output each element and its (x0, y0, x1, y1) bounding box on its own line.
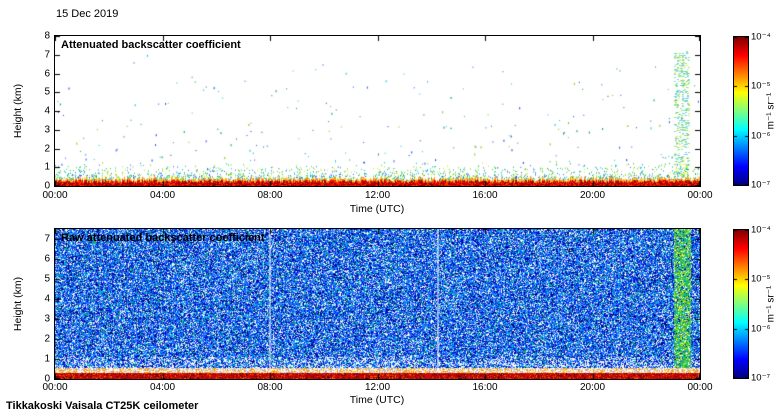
panel-2-y-tick-labels: 0 1 2 3 4 5 6 7 (30, 229, 50, 385)
panel-2-x-tick-labels: 00:00 04:00 08:00 12:00 16:00 20:00 00:00 (42, 382, 712, 394)
y-tick-label: 7 (44, 49, 50, 61)
colorbar-canvas (734, 230, 748, 378)
panel-1-y-tick-labels: 0 1 2 3 4 5 6 7 8 (30, 31, 50, 192)
heatmap-canvas-attenuated-backscatter (55, 36, 700, 186)
colorbar-tick-label: 10⁻⁷ (751, 372, 771, 384)
instrument-caption: Tikkakoski Vaisala CT25K ceilometer (6, 400, 199, 412)
y-tick-label: 6 (44, 253, 50, 265)
x-tick-label: 00:00 (687, 382, 713, 393)
colorbar-tick-label: 10⁻⁶ (751, 323, 771, 335)
x-tick-label: 12:00 (364, 382, 391, 393)
colorbar-canvas (734, 37, 748, 185)
panel-2-x-axis-label: Time (UTC) (349, 394, 405, 406)
panel-2-colorbar-unit-label: m⁻¹ sr⁻¹ (765, 285, 777, 323)
panel-1-title: Attenuated backscatter coefficient (61, 39, 241, 51)
y-tick-label: 7 (44, 233, 50, 245)
panel-1-colorbar-tick-labels: 10⁻⁴ 10⁻⁵ 10⁻⁶ 10⁻⁷ (751, 32, 779, 191)
y-tick-label: 1 (44, 353, 50, 365)
x-tick-label: 00:00 (42, 190, 68, 201)
panel-1-y-axis-label: Height (km) (12, 83, 24, 139)
panel-1-colorbar-unit-label: m⁻¹ sr⁻¹ (765, 92, 777, 130)
panel-2-y-axis-label: Height (km) (12, 276, 24, 332)
y-tick-label: 2 (44, 143, 50, 154)
y-tick-label: 0 (44, 373, 50, 385)
y-tick-label: 1 (44, 161, 50, 173)
y-tick-label: 6 (44, 68, 50, 79)
colorbar-tick-label: 10⁻⁴ (751, 31, 771, 43)
date-label: 15 Dec 2019 (56, 8, 119, 20)
y-tick-label: 3 (44, 313, 50, 325)
colorbar-tick-label: 10⁻⁶ (751, 130, 771, 142)
x-tick-label: 04:00 (149, 190, 176, 201)
panel-2-title: Raw attenuated backscatter coefficient (61, 232, 265, 244)
y-tick-label: 5 (44, 273, 50, 285)
panel-1-plot-area (54, 35, 701, 187)
x-tick-label: 00:00 (687, 190, 713, 201)
x-tick-label: 16:00 (472, 382, 498, 393)
x-tick-label: 20:00 (579, 190, 606, 201)
y-tick-label: 0 (44, 180, 50, 192)
panel-1-x-tick-labels: 00:00 04:00 08:00 12:00 16:00 20:00 00:00 (42, 190, 712, 202)
colorbar-tick-label: 10⁻⁵ (751, 80, 771, 92)
panel-1-x-axis-label: Time (UTC) (349, 203, 405, 215)
panel-2-colorbar-tick-labels: 10⁻⁴ 10⁻⁵ 10⁻⁶ 10⁻⁷ (751, 225, 779, 384)
x-tick-label: 00:00 (42, 382, 68, 393)
panel-2-plot-area (54, 228, 701, 380)
heatmap-canvas-raw-backscatter (55, 229, 700, 379)
y-tick-label: 2 (44, 333, 50, 345)
y-tick-label: 5 (44, 86, 50, 98)
x-tick-label: 20:00 (579, 382, 606, 393)
y-tick-label: 3 (44, 124, 50, 136)
colorbar-tick-label: 10⁻⁷ (751, 179, 771, 191)
x-tick-label: 08:00 (257, 190, 283, 201)
x-tick-label: 12:00 (364, 190, 391, 201)
x-tick-label: 04:00 (149, 382, 176, 393)
y-tick-label: 8 (44, 30, 50, 42)
colorbar-tick-label: 10⁻⁴ (751, 224, 771, 236)
panel-1-colorbar (733, 36, 749, 186)
y-tick-label: 4 (44, 105, 50, 117)
panel-2-colorbar (733, 229, 749, 379)
x-tick-label: 08:00 (257, 382, 283, 393)
x-tick-label: 16:00 (472, 190, 498, 201)
y-tick-label: 4 (44, 293, 50, 305)
colorbar-tick-label: 10⁻⁵ (751, 273, 771, 285)
